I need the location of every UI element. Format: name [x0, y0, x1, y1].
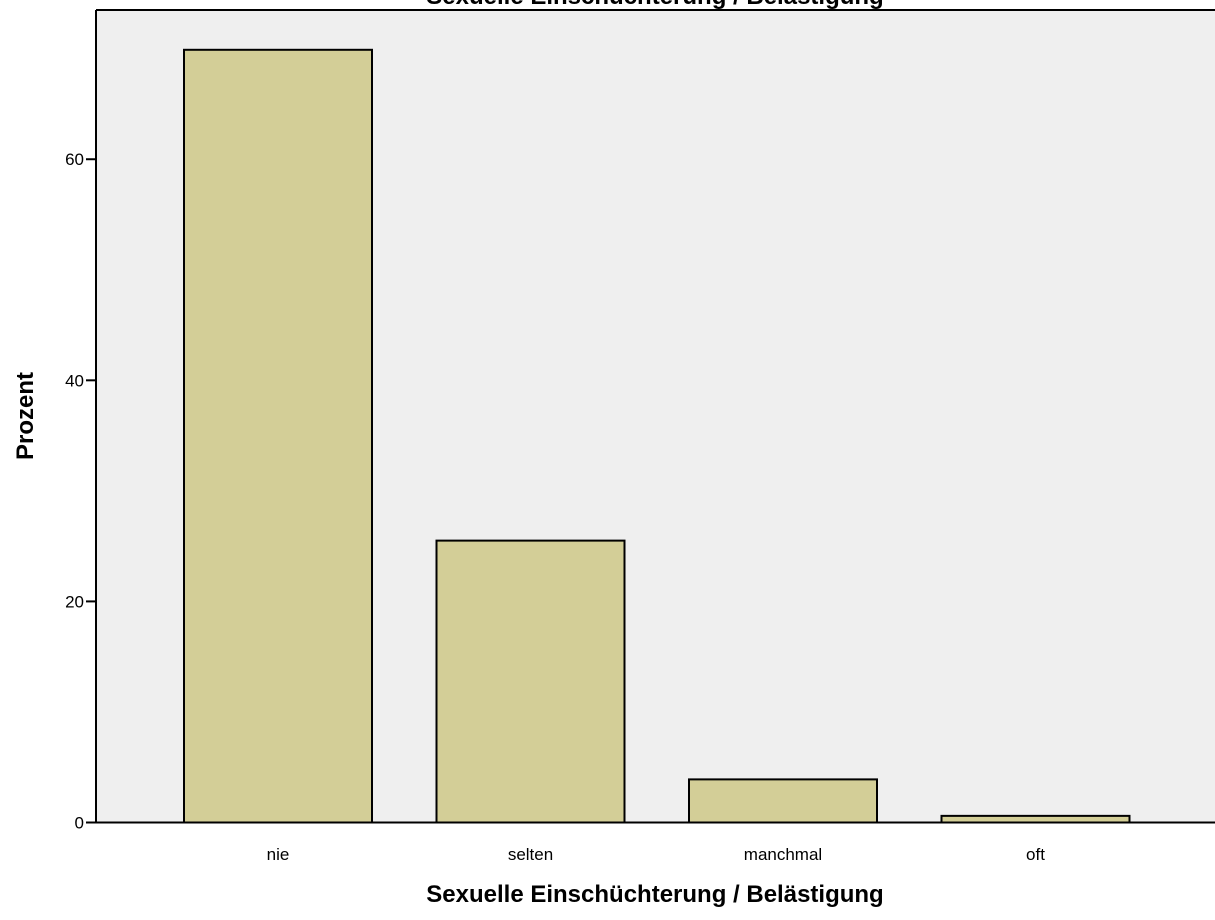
chart-title: Sexuelle Einschüchterung / Belästigung	[426, 0, 883, 10]
x-ticks-group: nie selten manchmal oft	[267, 845, 1046, 864]
y-tick-label: 40	[65, 371, 84, 390]
x-tick-label: selten	[508, 845, 553, 864]
x-tick-label: oft	[1026, 845, 1045, 864]
bar-selten	[435, 539, 626, 824]
y-ticks-group: 0 20 40 60	[65, 150, 96, 833]
y-tick-label: 0	[75, 814, 84, 833]
bar-manchmal	[688, 778, 878, 824]
y-tick-label: 60	[65, 150, 84, 169]
x-tick-label: manchmal	[744, 845, 822, 864]
y-axis-title: Prozent	[12, 372, 39, 460]
x-tick-label: nie	[267, 845, 290, 864]
y-tick-label: 20	[65, 592, 84, 611]
bars-group	[183, 48, 1131, 824]
x-axis-title: Sexuelle Einschüchterung / Belästigung	[426, 881, 883, 908]
bar-nie	[183, 48, 373, 824]
